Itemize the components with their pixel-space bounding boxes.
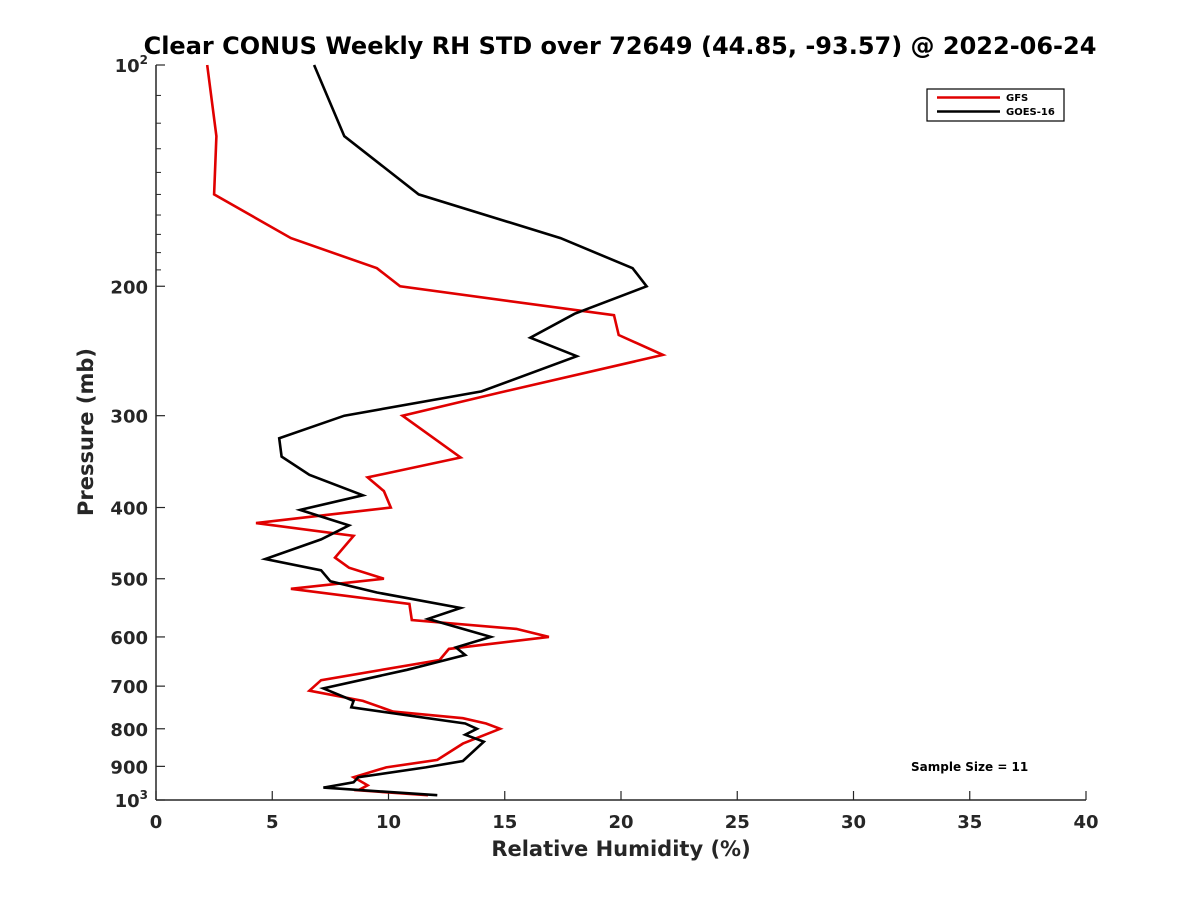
y-tick-label-base: 10 [115, 791, 140, 812]
y-axis-label: Pressure (mb) [74, 348, 98, 516]
legend-box [926, 88, 1065, 122]
legend-label-goes16: GOES-16 [1006, 107, 1055, 118]
x-axis-label: Relative Humidity (%) [491, 837, 750, 861]
y-tick-label: 400 [110, 499, 148, 520]
y-tick-label-base: 200 [110, 277, 148, 298]
x-tick-label: 20 [608, 812, 633, 833]
y-tick-label: 700 [110, 677, 148, 698]
y-tick-label: 200 [110, 277, 148, 298]
series-layer [205, 64, 667, 797]
y-tick-label-base: 500 [110, 570, 148, 591]
y-tick-label: 600 [110, 628, 148, 649]
y-tick-label: 500 [110, 570, 148, 591]
x-tick-label: 30 [841, 812, 866, 833]
x-tick-label: 35 [957, 812, 982, 833]
y-tick-label-base: 10 [115, 56, 140, 77]
y-tick-label: 102 [115, 53, 148, 77]
legend-label-gfs: GFS [1006, 93, 1028, 104]
x-tick-label: 0 [150, 812, 163, 833]
y-tick-label: 900 [110, 757, 148, 778]
x-tick-label: 10 [376, 812, 401, 833]
y-tick-label-exponent: 3 [140, 788, 148, 802]
y-tick-label-base: 900 [110, 757, 148, 778]
y-tick-label-base: 700 [110, 677, 148, 698]
series-line-gfs [205, 64, 667, 797]
y-tick-label: 300 [110, 407, 148, 428]
series-line-goes16 [260, 64, 649, 797]
y-tick-label: 103 [115, 788, 148, 812]
legend: GFS GOES-16 [926, 88, 1065, 122]
sample-size-annotation: Sample Size = 11 [911, 760, 1028, 774]
x-tick-label: 5 [266, 812, 279, 833]
x-axis-ticks: 0 5 10 15 20 25 30 35 40 [150, 791, 1099, 833]
y-tick-label-base: 400 [110, 499, 148, 520]
y-tick-label-exponent: 2 [140, 53, 148, 67]
chart-title: Clear CONUS Weekly RH STD over 72649 (44… [144, 32, 1097, 60]
y-tick-label-base: 800 [110, 720, 148, 741]
x-tick-label: 25 [725, 812, 750, 833]
y-tick-label: 800 [110, 720, 148, 741]
y-tick-label-base: 300 [110, 407, 148, 428]
x-tick-label: 40 [1073, 812, 1098, 833]
x-tick-label: 15 [492, 812, 517, 833]
y-tick-label-base: 600 [110, 628, 148, 649]
